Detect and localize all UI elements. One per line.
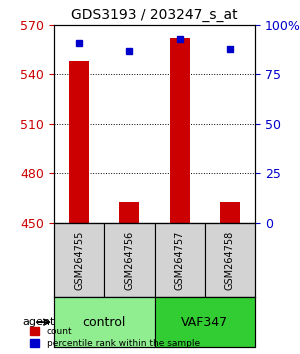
Legend: count, percentile rank within the sample: count, percentile rank within the sample <box>28 325 202 349</box>
Text: GSM264758: GSM264758 <box>225 230 235 290</box>
FancyBboxPatch shape <box>54 223 104 297</box>
Bar <box>119 201 140 223</box>
Text: agent: agent <box>22 317 55 327</box>
FancyBboxPatch shape <box>154 223 205 297</box>
FancyBboxPatch shape <box>205 223 255 297</box>
Text: GSM264755: GSM264755 <box>74 230 84 290</box>
Text: VAF347: VAF347 <box>181 316 228 329</box>
Bar <box>220 201 240 223</box>
Text: GSM264757: GSM264757 <box>175 230 184 290</box>
FancyBboxPatch shape <box>154 297 255 347</box>
Text: control: control <box>82 316 126 329</box>
FancyBboxPatch shape <box>54 297 154 347</box>
Bar <box>69 61 89 223</box>
FancyBboxPatch shape <box>104 223 154 297</box>
Text: GSM264756: GSM264756 <box>124 230 134 290</box>
Title: GDS3193 / 203247_s_at: GDS3193 / 203247_s_at <box>71 8 238 22</box>
Bar <box>169 38 190 223</box>
